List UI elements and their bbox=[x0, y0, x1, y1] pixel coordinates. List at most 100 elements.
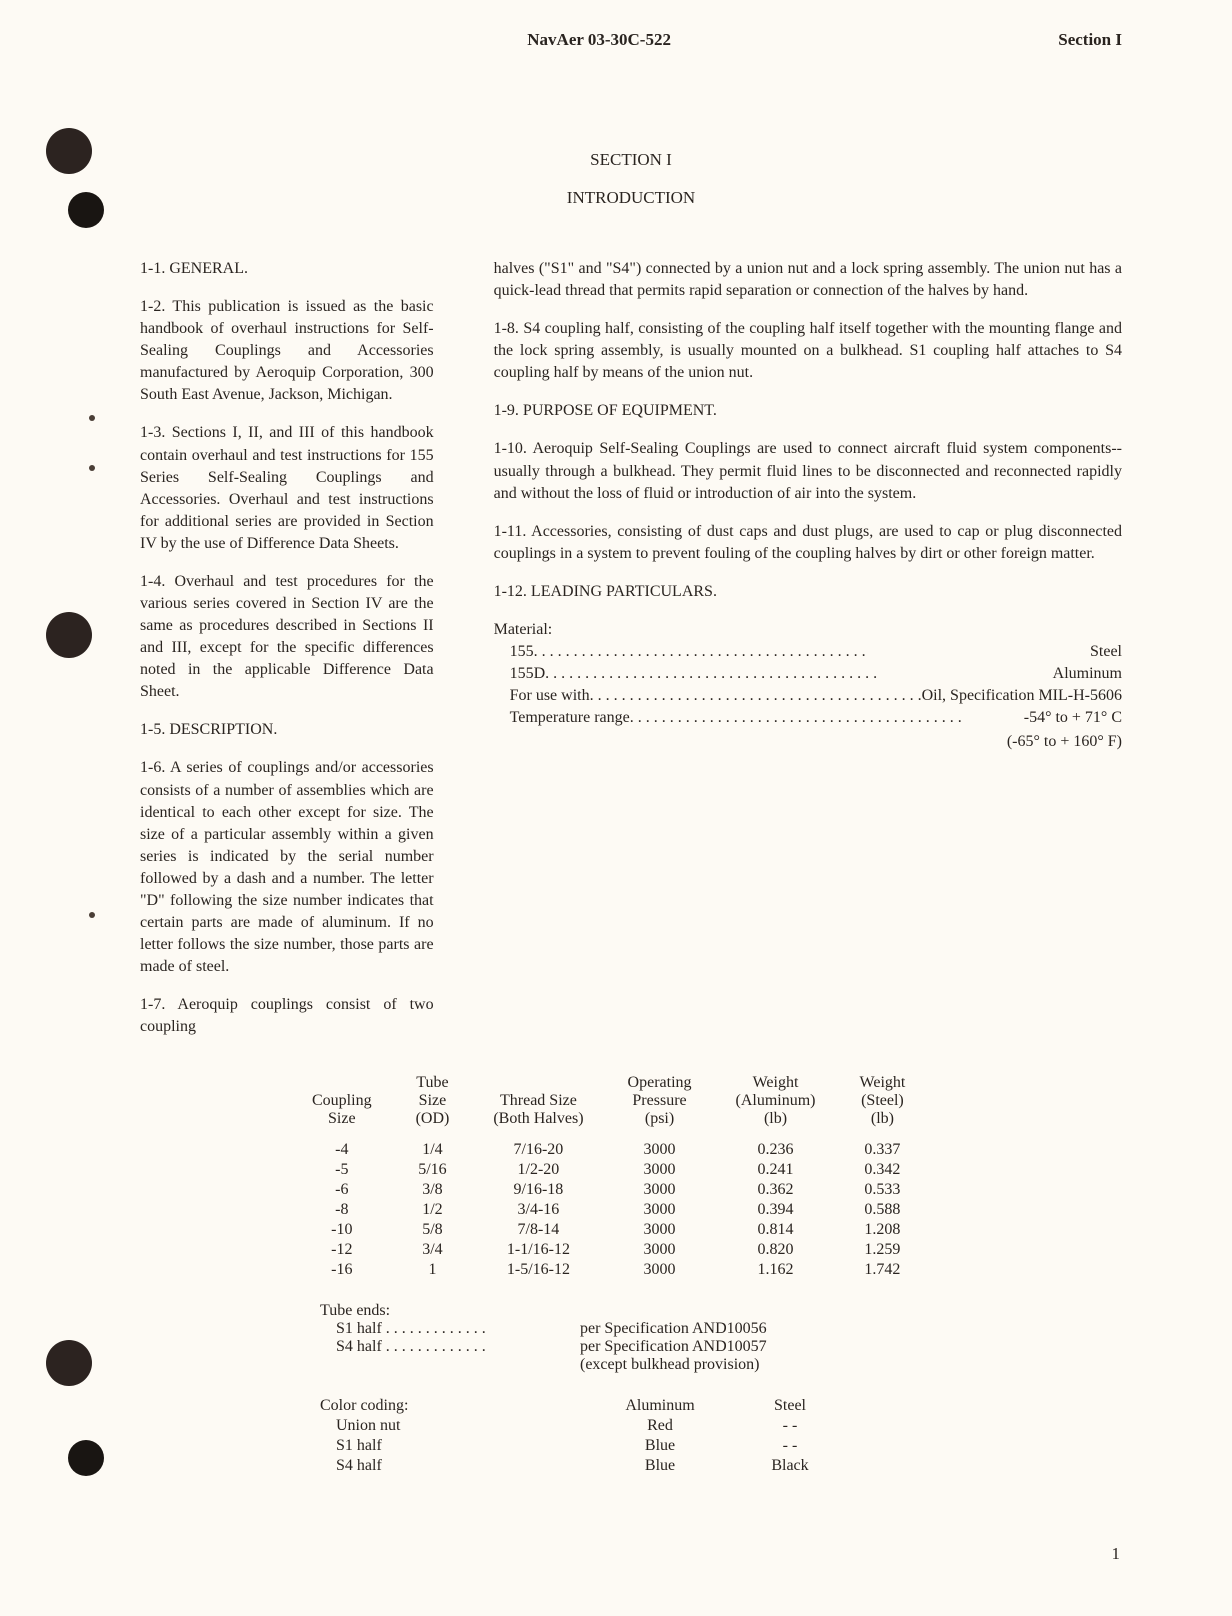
spec-cell: 3/4 bbox=[394, 1240, 472, 1260]
para-halves: halves ("S1" and "S4") connected by a un… bbox=[494, 258, 1122, 302]
spec-row: -105/87/8-1430000.8141.208 bbox=[290, 1220, 927, 1240]
spec-cell: 0.241 bbox=[714, 1160, 838, 1180]
spec-cell: 1.162 bbox=[714, 1260, 838, 1280]
spec-cell: -4 bbox=[290, 1140, 394, 1160]
spec-cell: 0.820 bbox=[714, 1240, 838, 1260]
color-coding-block: Color coding:AluminumSteelUnion nutRed- … bbox=[320, 1396, 1122, 1476]
tube-row: S1 half . . . . . . . . . . . . . per Sp… bbox=[320, 1320, 1122, 1338]
spec-row: -123/41-1/16-1230000.8201.259 bbox=[290, 1240, 927, 1260]
tube-val: per Specification AND10057 bbox=[580, 1338, 767, 1356]
spec-cell: -10 bbox=[290, 1220, 394, 1240]
material-key: 155D bbox=[510, 663, 546, 685]
material-label: Material: bbox=[494, 619, 1122, 641]
leader-dots bbox=[590, 685, 922, 707]
edge-mark bbox=[89, 465, 95, 471]
spec-cell: 3000 bbox=[606, 1160, 714, 1180]
spec-cell: -16 bbox=[290, 1260, 394, 1280]
spec-cell: 1-5/16-12 bbox=[471, 1260, 605, 1280]
punch-hole bbox=[46, 1340, 92, 1386]
spec-cell: 5/16 bbox=[394, 1160, 472, 1180]
para-1-4: 1-4. Overhaul and test procedures for th… bbox=[140, 571, 434, 703]
spec-cell: 3000 bbox=[606, 1240, 714, 1260]
spec-cell: 0.337 bbox=[838, 1140, 928, 1160]
spec-table: CouplingSizeTubeSize(OD)Thread Size(Both… bbox=[290, 1074, 1122, 1280]
color-val: Blue bbox=[580, 1456, 740, 1476]
para-1-6: 1-6. A series of couplings and/or access… bbox=[140, 757, 434, 978]
section-title: SECTION I bbox=[140, 150, 1122, 170]
material-val: -54° to + 71° C bbox=[1024, 707, 1122, 729]
spec-cell: 1/4 bbox=[394, 1140, 472, 1160]
color-row: S4 halfBlueBlack bbox=[320, 1456, 840, 1476]
material-row: Temperature range -54° to + 71° C bbox=[494, 707, 1122, 729]
spec-cell: 3000 bbox=[606, 1180, 714, 1200]
spec-header: Weight(Steel)(lb) bbox=[838, 1074, 928, 1140]
spec-cell: 1.742 bbox=[838, 1260, 928, 1280]
page-header: NavAer 03-30C-522 Section I bbox=[140, 30, 1122, 50]
color-coding-label: Color coding: bbox=[320, 1396, 580, 1416]
tube-ends-label: Tube ends: bbox=[320, 1302, 1122, 1320]
spec-row: -81/23/4-1630000.3940.588 bbox=[290, 1200, 927, 1220]
para-1-5: 1-5. DESCRIPTION. bbox=[140, 719, 434, 741]
para-1-1: 1-1. GENERAL. bbox=[140, 258, 434, 280]
color-key: Union nut bbox=[320, 1416, 580, 1436]
tube-note: (except bulkhead provision) bbox=[580, 1356, 760, 1374]
para-1-12: 1-12. LEADING PARTICULARS. bbox=[494, 581, 1122, 603]
para-1-3: 1-3. Sections I, II, and III of this han… bbox=[140, 422, 434, 554]
spec-cell: 0.533 bbox=[838, 1180, 928, 1200]
spec-cell: 1/2-20 bbox=[471, 1160, 605, 1180]
spec-cell: 1 bbox=[394, 1260, 472, 1280]
color-header: Steel bbox=[740, 1396, 840, 1416]
tube-row: (except bulkhead provision) bbox=[320, 1356, 1122, 1374]
spec-cell: -8 bbox=[290, 1200, 394, 1220]
spec-header: Weight(Aluminum)(lb) bbox=[714, 1074, 838, 1140]
spec-cell: 0.588 bbox=[838, 1200, 928, 1220]
tube-val: per Specification AND10056 bbox=[580, 1320, 767, 1338]
spec-cell: 9/16-18 bbox=[471, 1180, 605, 1200]
doc-number: NavAer 03-30C-522 bbox=[527, 30, 671, 50]
spec-cell: 3000 bbox=[606, 1200, 714, 1220]
para-1-2: 1-2. This publication is issued as the b… bbox=[140, 296, 434, 406]
spec-cell: -12 bbox=[290, 1240, 394, 1260]
spec-header: CouplingSize bbox=[290, 1074, 394, 1140]
right-column: halves ("S1" and "S4") connected by a un… bbox=[494, 258, 1122, 1054]
color-key: S1 half bbox=[320, 1436, 580, 1456]
section-label: Section I bbox=[1058, 30, 1122, 50]
spec-cell: 3000 bbox=[606, 1260, 714, 1280]
spec-cell: 1/2 bbox=[394, 1200, 472, 1220]
material-row: For use withOil, Specification MIL-H-560… bbox=[494, 685, 1122, 707]
spec-cell: 0.342 bbox=[838, 1160, 928, 1180]
punch-hole bbox=[68, 1440, 104, 1476]
material-key: Temperature range bbox=[510, 707, 630, 729]
punch-hole bbox=[46, 612, 92, 658]
punch-hole bbox=[46, 128, 92, 174]
material-row: 155D Aluminum bbox=[494, 663, 1122, 685]
color-row: Union nutRed- - bbox=[320, 1416, 840, 1436]
page-number: 1 bbox=[1112, 1544, 1121, 1564]
material-val: Aluminum bbox=[1053, 663, 1122, 685]
spec-cell: -6 bbox=[290, 1180, 394, 1200]
spec-cell: 7/8-14 bbox=[471, 1220, 605, 1240]
leader-dots bbox=[630, 707, 1024, 729]
color-row: S1 halfBlue- - bbox=[320, 1436, 840, 1456]
material-key: 155 bbox=[510, 641, 534, 663]
spec-cell: 0.362 bbox=[714, 1180, 838, 1200]
leader-dots bbox=[545, 663, 1053, 685]
spec-row: -1611-5/16-1230001.1621.742 bbox=[290, 1260, 927, 1280]
spec-cell: 0.814 bbox=[714, 1220, 838, 1240]
material-key: For use with bbox=[510, 685, 590, 707]
spec-cell: 1.259 bbox=[838, 1240, 928, 1260]
edge-mark bbox=[89, 912, 95, 918]
spec-cell: -5 bbox=[290, 1160, 394, 1180]
spec-cell: 7/16-20 bbox=[471, 1140, 605, 1160]
para-1-8: 1-8. S4 coupling half, consisting of the… bbox=[494, 318, 1122, 384]
edge-mark bbox=[89, 415, 95, 421]
spec-cell: 3000 bbox=[606, 1140, 714, 1160]
spec-header: TubeSize(OD) bbox=[394, 1074, 472, 1140]
tube-key: S1 half . . . . . . . . . . . . . bbox=[336, 1320, 486, 1337]
spec-cell: 3/8 bbox=[394, 1180, 472, 1200]
spec-cell: 5/8 bbox=[394, 1220, 472, 1240]
color-val: Black bbox=[740, 1456, 840, 1476]
spec-cell: 3/4-16 bbox=[471, 1200, 605, 1220]
material-row: 155Steel bbox=[494, 641, 1122, 663]
spec-row: -63/89/16-1830000.3620.533 bbox=[290, 1180, 927, 1200]
